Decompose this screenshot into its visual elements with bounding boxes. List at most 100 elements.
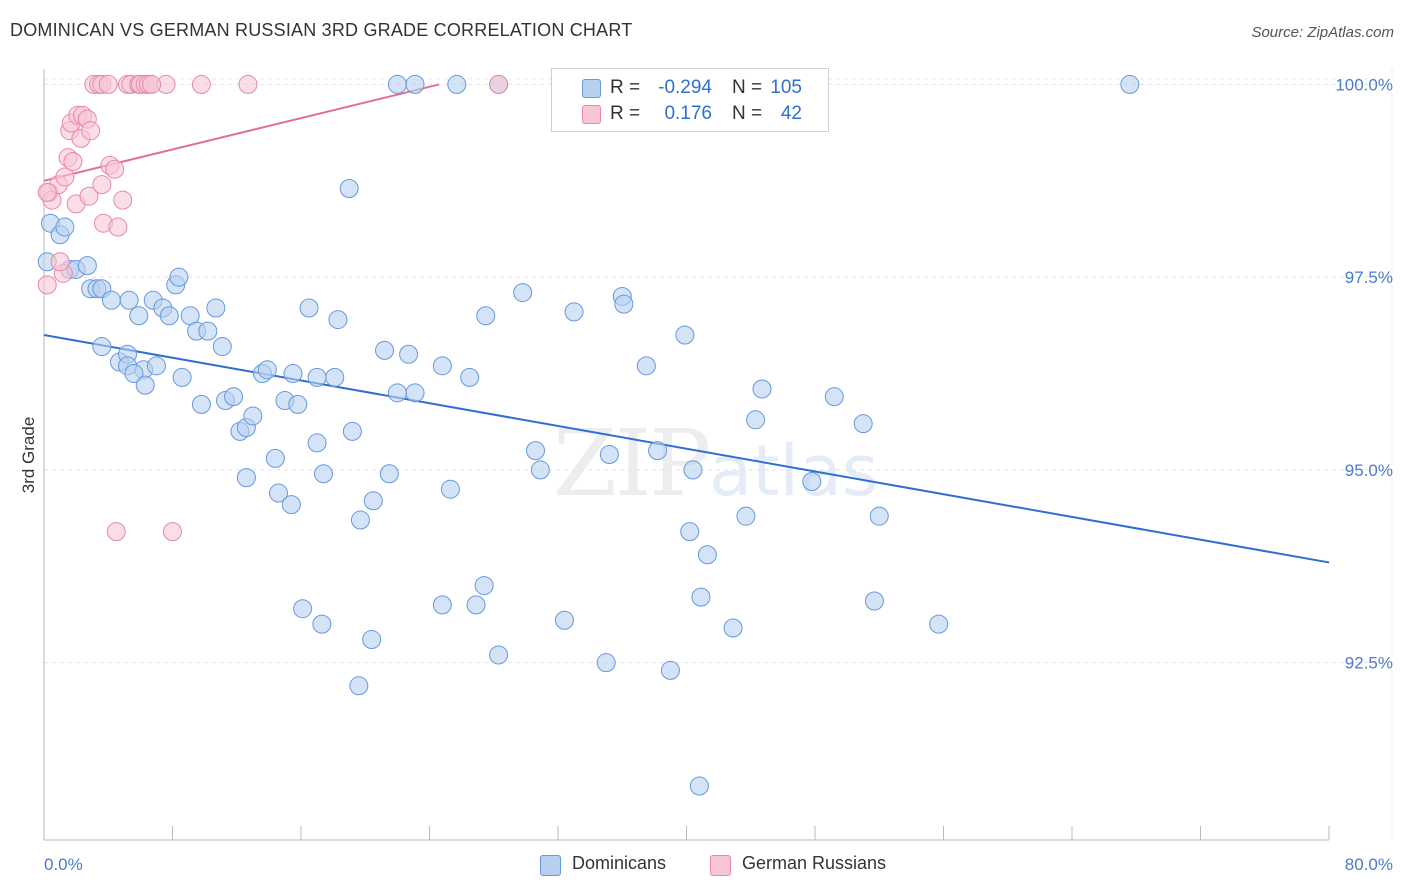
legend-r-value: 0.176 (664, 103, 712, 124)
y-axis-label: 3rd Grade (19, 417, 38, 494)
y-tick-label: 95.0% (1345, 461, 1393, 480)
point-german-russians (105, 159, 125, 179)
legend-n-value: 105 (770, 77, 802, 98)
point-dominicans (135, 375, 155, 395)
point-dominicans (680, 522, 700, 542)
point-dominicans (636, 356, 656, 376)
axes (43, 69, 1330, 841)
point-dominicans (675, 325, 695, 345)
point-dominicans (293, 599, 313, 619)
point-german-russians (63, 152, 83, 172)
point-german-russians (98, 74, 118, 94)
point-dominicans (474, 576, 494, 596)
source-label: Source: ZipAtlas.com (1251, 24, 1394, 41)
point-dominicans (169, 267, 189, 287)
point-dominicans (864, 591, 884, 611)
point-dominicans (405, 383, 425, 403)
point-german-russians (81, 121, 101, 141)
point-dominicans (172, 367, 192, 387)
point-german-russians (489, 74, 509, 94)
point-dominicans (119, 290, 139, 310)
point-dominicans (752, 379, 772, 399)
point-dominicans (281, 495, 301, 515)
point-dominicans (191, 394, 211, 414)
point-dominicans (339, 179, 359, 199)
point-dominicans (224, 387, 244, 407)
legend-r-label: R = (610, 103, 641, 124)
point-dominicans (691, 587, 711, 607)
point-dominicans (236, 468, 256, 488)
point-german-russians (163, 522, 182, 542)
point-dominicans (362, 630, 382, 650)
point-dominicans (683, 460, 703, 480)
data-points (37, 74, 1140, 796)
chart-title: DOMINICAN VS GERMAN RUSSIAN 3RD GRADE CO… (10, 20, 633, 40)
point-dominicans (489, 645, 509, 665)
point-dominicans (243, 406, 263, 426)
point-dominicans (689, 776, 709, 796)
point-dominicans (824, 387, 844, 407)
correlation-legend: R = -0.294 N = 105 R = 0.176 N = 42 (551, 68, 829, 132)
point-dominicans (55, 217, 75, 237)
point-dominicans (697, 545, 717, 565)
point-dominicans (379, 464, 399, 484)
point-dominicans (564, 302, 584, 322)
point-dominicans (440, 479, 460, 499)
point-dominicans (660, 660, 680, 680)
x-tick-label: 80.0% (1345, 855, 1393, 874)
x-tick-label: 0.0% (44, 855, 83, 874)
point-dominicans (312, 614, 332, 634)
point-dominicans (869, 506, 889, 526)
point-german-russians (92, 175, 112, 195)
point-dominicans (288, 394, 308, 414)
legend-n-label: N = (732, 103, 763, 124)
point-dominicans (307, 367, 327, 387)
legend-row-dominicans: R = -0.294 N = 105 (552, 76, 828, 102)
point-dominicans (554, 610, 574, 630)
point-german-russians (50, 252, 70, 272)
y-tick-label: 92.5% (1345, 654, 1393, 673)
axis-labels: 92.5% 95.0% 97.5% 100.0% 0.0% 80.0% 3rd Grade (19, 75, 1393, 874)
point-dominicans (513, 283, 533, 303)
point-german-russians (106, 522, 126, 542)
point-dominicans (325, 367, 345, 387)
point-dominicans (432, 356, 452, 376)
y-tick-label: 97.5% (1345, 268, 1393, 287)
point-dominicans (146, 356, 166, 376)
point-dominicans (307, 433, 327, 453)
legend-n-label: N = (732, 77, 763, 98)
bottom-legend-swatch-pink (710, 855, 731, 876)
point-dominicans (387, 383, 407, 403)
point-dominicans (101, 290, 121, 310)
point-dominicans (596, 653, 616, 673)
point-dominicans (283, 364, 303, 384)
point-dominicans (269, 483, 289, 503)
point-german-russians (113, 190, 133, 210)
point-dominicans (299, 298, 319, 318)
point-dominicans (432, 595, 452, 615)
point-dominicans (723, 618, 743, 638)
point-dominicans (399, 344, 419, 364)
point-dominicans (363, 491, 383, 511)
legend-swatch-blue (582, 79, 601, 98)
point-dominicans (466, 595, 486, 615)
point-dominicans (350, 510, 370, 530)
bottom-legend-label: German Russians (742, 853, 887, 873)
point-dominicans (387, 74, 407, 94)
point-dominicans (77, 256, 97, 276)
point-german-russians (142, 74, 162, 94)
legend-n-value: 42 (780, 103, 802, 124)
point-dominicans (599, 445, 619, 464)
point-dominicans (648, 441, 668, 461)
point-dominicans (526, 441, 546, 461)
point-dominicans (802, 471, 822, 491)
point-dominicans (1120, 74, 1140, 94)
y-tick-label: 100.0% (1335, 75, 1393, 94)
legend-swatch-pink (582, 105, 601, 124)
point-dominicans (349, 676, 369, 696)
point-german-russians (37, 182, 57, 202)
point-dominicans (614, 294, 634, 314)
point-dominicans (736, 506, 756, 526)
point-german-russians (108, 217, 128, 237)
